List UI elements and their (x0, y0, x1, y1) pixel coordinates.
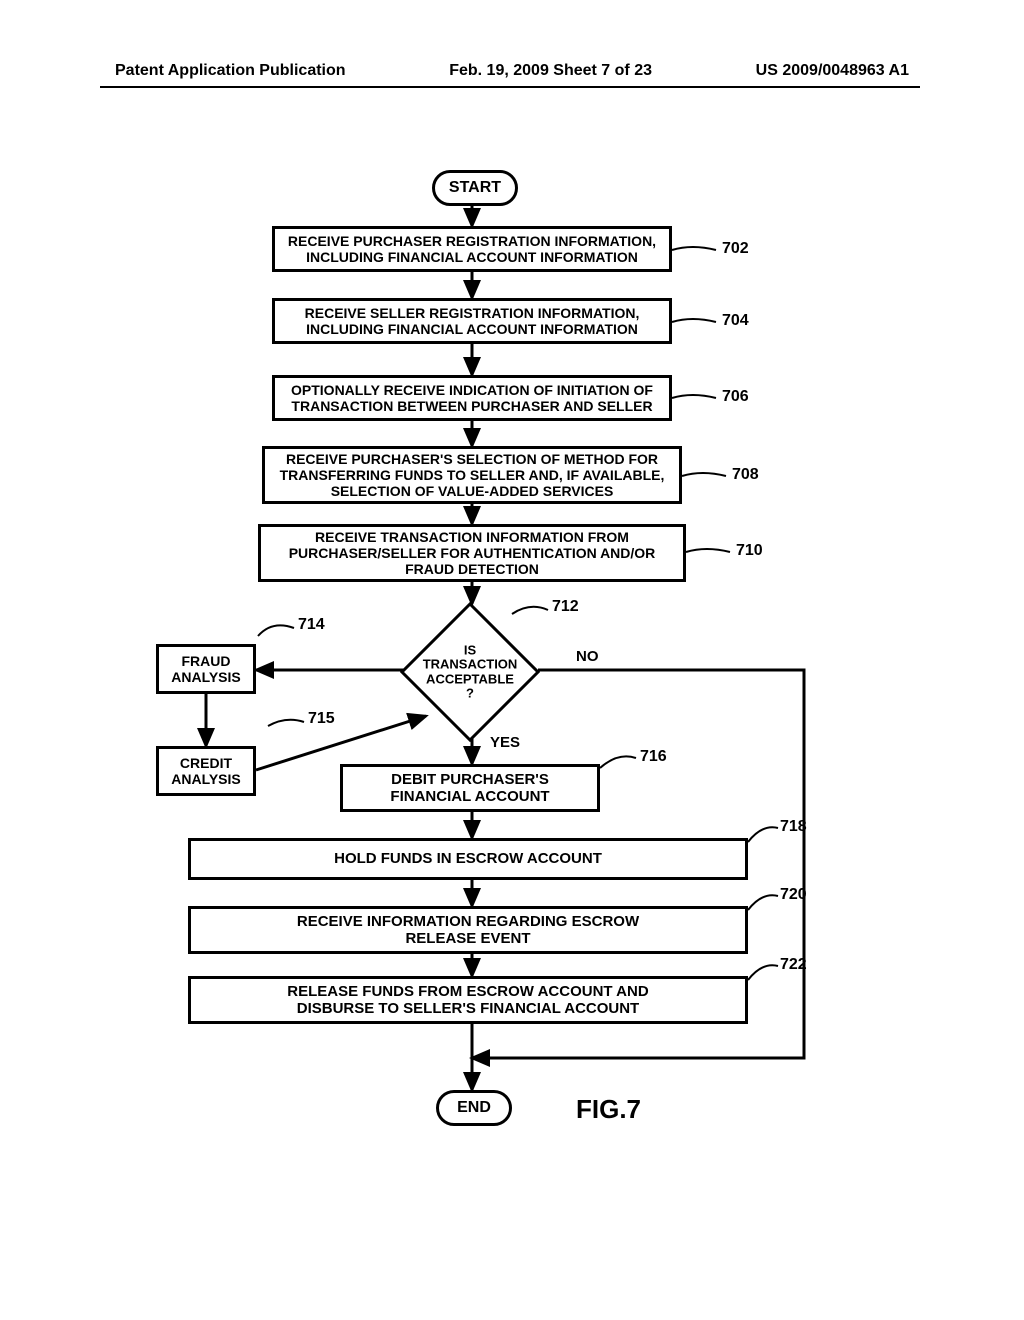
header-mid: Feb. 19, 2009 Sheet 7 of 23 (449, 62, 652, 80)
ref-708: 708 (732, 466, 759, 484)
figure-label: FIG.7 (576, 1094, 641, 1125)
ref-702: 702 (722, 240, 749, 258)
ref-704: 704 (722, 312, 749, 330)
ref-710: 710 (736, 542, 763, 560)
header-right: US 2009/0048963 A1 (756, 62, 909, 80)
label-yes: YES (490, 734, 520, 751)
page-header: Patent Application Publication Feb. 19, … (0, 62, 1024, 80)
connectors (0, 170, 1024, 1170)
header-rule (100, 86, 920, 88)
header-left: Patent Application Publication (115, 62, 346, 80)
ref-720: 720 (780, 886, 807, 904)
ref-714: 714 (298, 616, 325, 634)
ref-706: 706 (722, 388, 749, 406)
ref-712: 712 (552, 598, 579, 616)
ref-718: 718 (780, 818, 807, 836)
ref-722: 722 (780, 956, 807, 974)
ref-716: 716 (640, 748, 667, 766)
label-no: NO (576, 648, 599, 665)
ref-715: 715 (308, 710, 335, 728)
